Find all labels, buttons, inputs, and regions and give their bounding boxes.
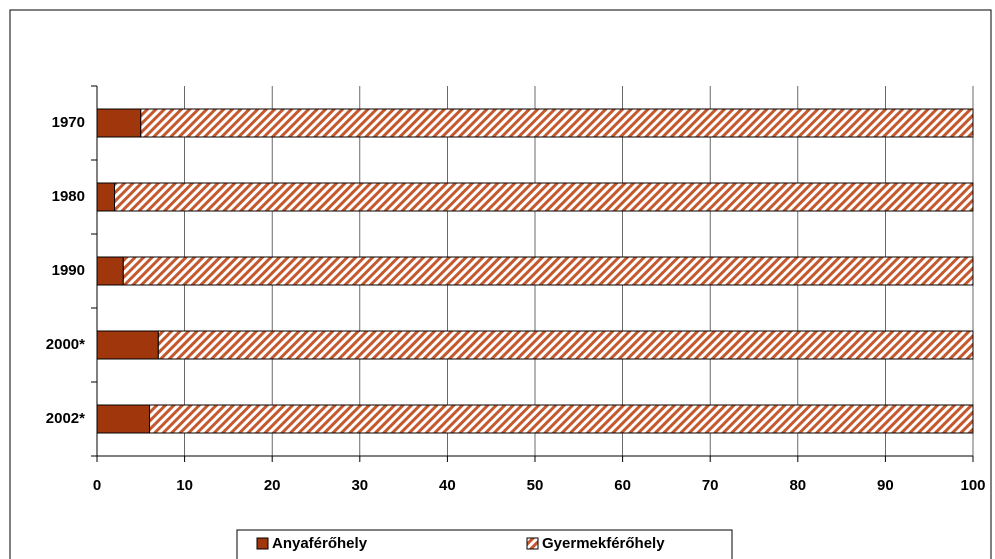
bar-segment <box>114 182 974 212</box>
x-tick-label: 50 <box>527 477 544 494</box>
x-tick-label: 20 <box>264 477 281 494</box>
bar-segment <box>122 256 974 286</box>
bar-segment <box>96 108 142 138</box>
x-tick-label: 100 <box>960 477 985 494</box>
y-tick-label: 2002* <box>46 410 85 427</box>
x-tick-label: 90 <box>877 477 894 494</box>
bar-segment <box>157 330 974 360</box>
x-tick-label: 60 <box>614 477 631 494</box>
bar-segment <box>96 182 116 212</box>
bar-segment <box>96 256 124 286</box>
bar-segment <box>140 108 974 138</box>
bar-segment <box>96 404 151 434</box>
x-tick-label: 40 <box>439 477 456 494</box>
x-tick-label: 10 <box>176 477 193 494</box>
x-tick-label: 70 <box>702 477 719 494</box>
legend-label: Gyermekférőhely <box>542 535 665 552</box>
bar-segment <box>96 330 159 360</box>
legend-label: Anyaférőhely <box>272 535 368 552</box>
legend-swatch <box>526 537 539 550</box>
x-tick-label: 80 <box>789 477 806 494</box>
y-tick-label: 1980 <box>52 188 85 205</box>
bar-segment <box>149 404 974 434</box>
y-tick-label: 2000* <box>46 336 85 353</box>
y-tick-label: 1990 <box>52 262 85 279</box>
y-tick-label: 1970 <box>52 114 85 131</box>
x-tick-label: 0 <box>93 477 101 494</box>
legend-box <box>236 529 733 559</box>
legend-swatch <box>256 537 269 550</box>
x-tick-label: 30 <box>351 477 368 494</box>
chart-frame <box>9 9 992 559</box>
